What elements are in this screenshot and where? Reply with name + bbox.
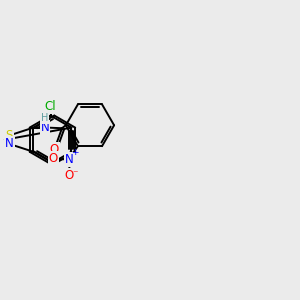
Text: N: N [65, 153, 74, 166]
Text: N: N [5, 137, 14, 150]
Text: O: O [49, 152, 58, 165]
Text: Cl: Cl [45, 100, 56, 112]
Text: O: O [64, 169, 74, 182]
Text: ⁻: ⁻ [72, 169, 78, 179]
Text: O: O [50, 143, 59, 156]
Text: H: H [41, 113, 49, 124]
Text: S: S [6, 129, 13, 142]
Text: N: N [40, 121, 49, 134]
Text: +: + [71, 148, 78, 158]
